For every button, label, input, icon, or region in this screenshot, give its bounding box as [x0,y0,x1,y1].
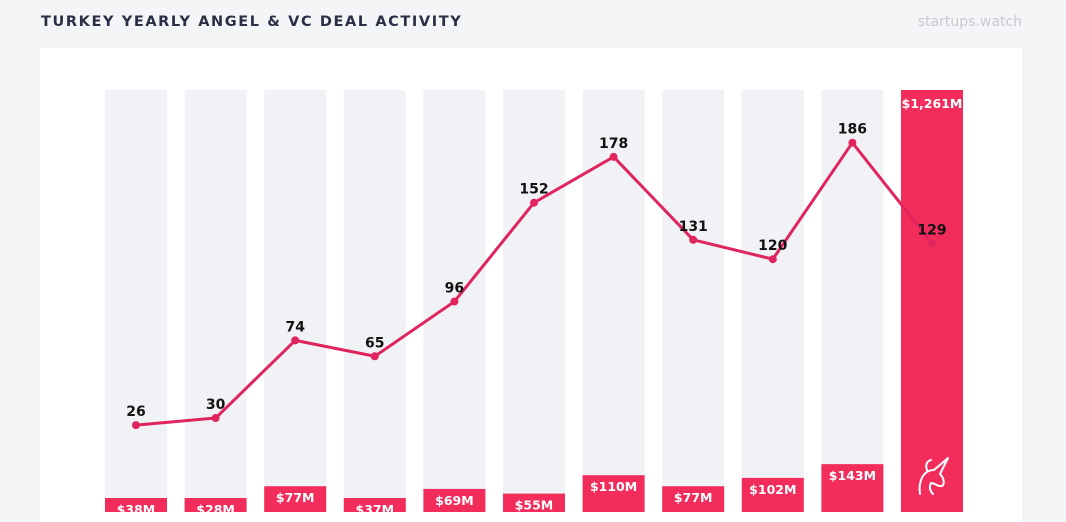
chart-card: $38M $28M $77M $37M $69M $55M $110M $77M $102M $1… [40,48,1022,522]
chart-title: TURKEY YEARLY ANGEL & VC DEAL ACTIVITY [41,14,463,30]
amount-label: $28M [196,502,235,517]
amount-bar [343,498,406,512]
chart-header: TURKEY YEARLY ANGEL & VC DEAL ACTIVITY s… [0,0,1066,48]
amount-bar [741,477,804,512]
amount-label: $143M [829,468,876,483]
amount-label: $77M [276,490,315,505]
amount-bar [503,493,565,512]
unicorn-icon [918,457,949,495]
bar-track [264,90,327,512]
bar-track [821,90,884,512]
chart: $38M $28M $77M $37M $69M $55M $110M $77M $102M $1… [105,90,963,517]
deal-count-label: 152 [519,182,548,198]
deal-count-label: 186 [838,122,867,138]
amount-bars [105,90,963,512]
amount-bar [423,488,486,512]
deal-count-label: 178 [599,136,628,152]
deal-count-label: 120 [758,238,787,254]
amount-label: $1,261M [902,96,963,111]
amount-label: $77M [674,490,713,505]
deal-count-label: 129 [917,222,946,238]
deal-count-point [291,336,300,345]
bar-tracks [105,90,963,512]
bar-track [503,90,565,512]
bar-track [662,90,725,512]
bar-track [105,90,167,512]
deal-count-point [370,352,379,361]
amount-label: $102M [749,482,796,497]
brand-logo: startups.watch [917,14,1022,30]
deal-count-point [689,235,698,244]
deal-count-label: 96 [445,281,464,297]
deal-count-label: 65 [365,335,384,351]
bar-track [184,90,247,512]
amount-bar [662,486,725,512]
amount-label: $110M [590,479,637,494]
deal-count-point [530,198,538,207]
deal-count-point [211,414,220,423]
deal-count-label: 30 [206,397,226,413]
bar-track [343,90,406,512]
amount-label: $37M [356,502,395,517]
deal-count-point [848,138,857,147]
deal-count-point [768,255,777,264]
amount-label: $55M [515,498,554,513]
deal-count-labels: 26 30 74 65 96 152 178 131 120 186 129 [126,122,946,420]
deal-count-points [132,138,936,430]
deal-count-label: 26 [126,404,145,420]
icon-layer [918,457,949,495]
amount-bar [901,90,963,512]
deal-count-label: 131 [679,219,708,235]
amount-bar [184,498,247,512]
amount-label: $38M [117,502,156,517]
amount-label: $69M [435,493,474,508]
amount-bar [582,475,645,512]
deal-count-point [928,239,936,248]
amount-bar [821,464,884,512]
bar-track [741,90,804,512]
amount-bar [105,498,167,512]
deal-count-label: 74 [285,319,305,335]
amount-labels: $38M $28M $77M $37M $69M $55M $110M $77M $102M $1… [117,96,963,517]
amount-bar [264,486,327,512]
deal-count-point [609,152,618,161]
deal-count-point [132,421,140,430]
deal-count-point [450,297,459,306]
